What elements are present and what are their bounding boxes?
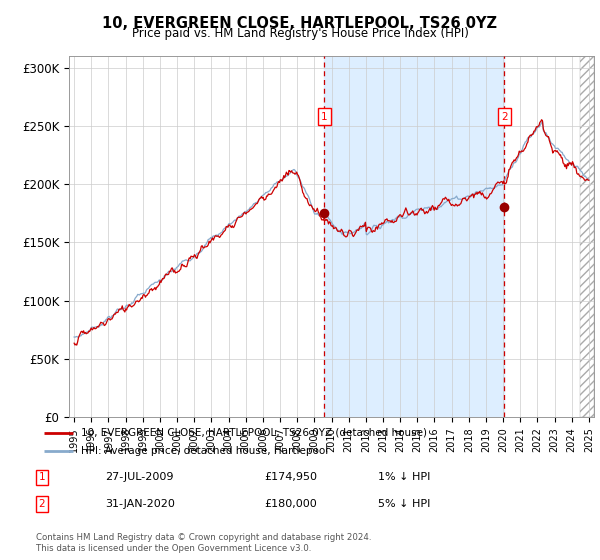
Text: 10, EVERGREEN CLOSE, HARTLEPOOL, TS26 0YZ (detached house): 10, EVERGREEN CLOSE, HARTLEPOOL, TS26 0Y…: [82, 428, 427, 437]
Text: 2: 2: [38, 499, 46, 509]
Text: 5% ↓ HPI: 5% ↓ HPI: [378, 499, 430, 509]
Text: 10, EVERGREEN CLOSE, HARTLEPOOL, TS26 0YZ: 10, EVERGREEN CLOSE, HARTLEPOOL, TS26 0Y…: [103, 16, 497, 31]
Bar: [324, 56, 505, 417]
Text: £180,000: £180,000: [264, 499, 317, 509]
Text: 31-JAN-2020: 31-JAN-2020: [105, 499, 175, 509]
Text: Contains HM Land Registry data © Crown copyright and database right 2024.
This d: Contains HM Land Registry data © Crown c…: [36, 533, 371, 553]
Text: 1: 1: [38, 472, 46, 482]
Text: 27-JUL-2009: 27-JUL-2009: [105, 472, 173, 482]
Text: £174,950: £174,950: [264, 472, 317, 482]
Text: HPI: Average price, detached house, Hartlepool: HPI: Average price, detached house, Hart…: [82, 446, 329, 456]
Text: 2: 2: [501, 111, 508, 122]
Text: Price paid vs. HM Land Registry's House Price Index (HPI): Price paid vs. HM Land Registry's House …: [131, 27, 469, 40]
Text: 1: 1: [321, 111, 328, 122]
Bar: [580, 56, 594, 417]
Text: 1% ↓ HPI: 1% ↓ HPI: [378, 472, 430, 482]
